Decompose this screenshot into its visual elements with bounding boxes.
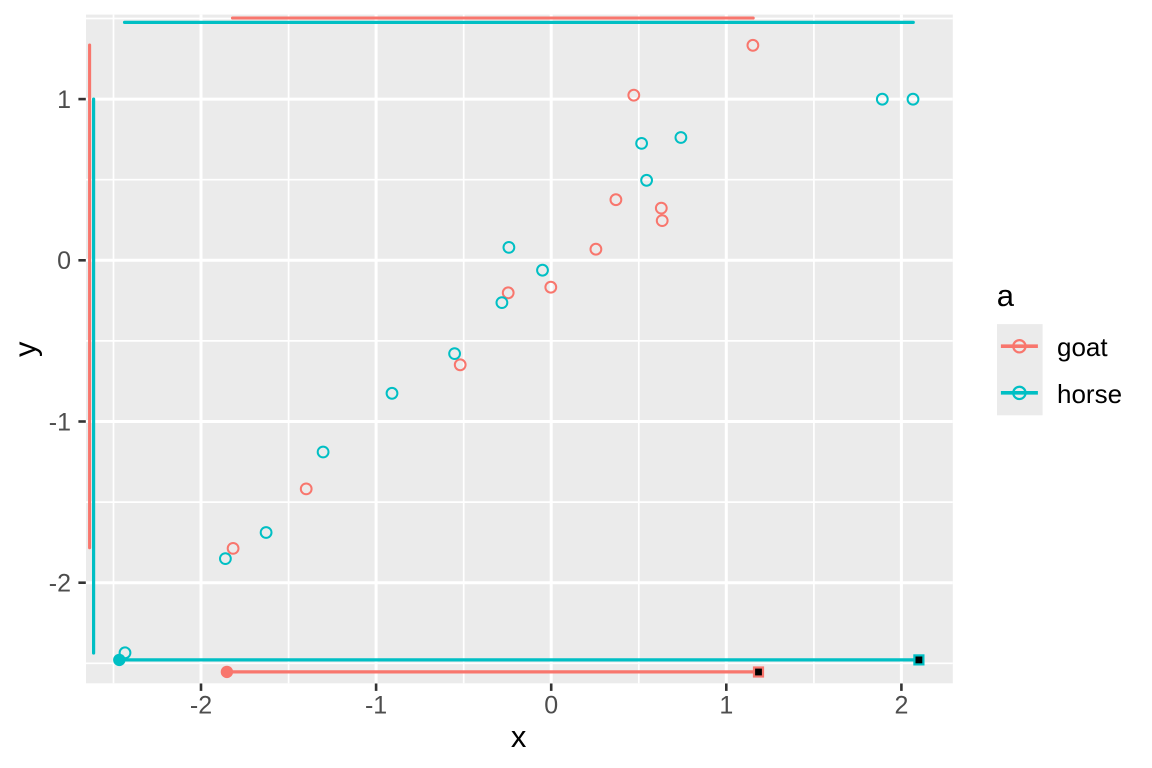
svg-text:1: 1 — [719, 692, 733, 720]
svg-text:x: x — [511, 719, 527, 754]
svg-text:1: 1 — [57, 86, 71, 114]
svg-text:horse: horse — [1057, 379, 1122, 409]
svg-text:-1: -1 — [365, 692, 387, 720]
svg-text:a: a — [997, 278, 1015, 313]
svg-text:2: 2 — [894, 692, 908, 720]
svg-text:-1: -1 — [49, 408, 71, 436]
svg-text:0: 0 — [544, 692, 558, 720]
svg-text:0: 0 — [57, 247, 71, 275]
svg-text:-2: -2 — [190, 692, 212, 720]
svg-text:goat: goat — [1057, 332, 1108, 362]
svg-text:-2: -2 — [49, 570, 71, 598]
svg-text:y: y — [7, 341, 42, 357]
